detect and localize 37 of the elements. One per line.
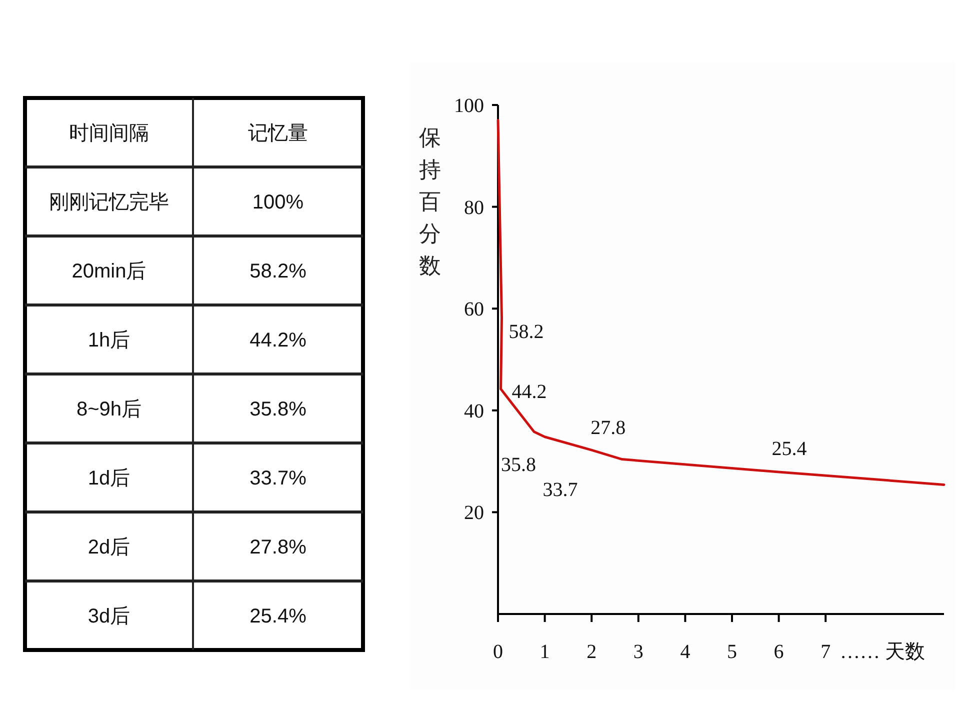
x-tick-label: 6 bbox=[774, 641, 784, 663]
text: 44.2% bbox=[250, 330, 306, 352]
x-axis-title: …… 天数 bbox=[840, 641, 925, 663]
y-tick-label: 40 bbox=[464, 400, 484, 422]
text: 100% bbox=[252, 192, 304, 214]
category-label: 20min后 bbox=[72, 260, 146, 282]
category-label: 3d后 bbox=[88, 606, 130, 628]
text: 25.4% bbox=[250, 606, 306, 628]
x-tick-label: 2 bbox=[586, 641, 597, 663]
category-label: 1d后 bbox=[88, 468, 130, 490]
annotation: 25.4 bbox=[772, 438, 807, 460]
annotation: 58.2 bbox=[508, 320, 544, 343]
text: 58.2% bbox=[250, 260, 306, 282]
y-tick-label: 80 bbox=[464, 196, 484, 219]
x-tick-label: 0 bbox=[493, 641, 503, 663]
text: 35.8% bbox=[250, 398, 306, 420]
text: 33.7% bbox=[250, 468, 306, 490]
y-tick-label: 100 bbox=[454, 95, 484, 117]
text: 27.8% bbox=[250, 536, 306, 558]
annotation: 27.8 bbox=[590, 417, 626, 440]
y-tick-label: 60 bbox=[464, 298, 484, 321]
text: 记忆量 bbox=[248, 122, 308, 144]
y-axis-title: 保持百分数 bbox=[419, 125, 441, 278]
x-tick-label: 4 bbox=[680, 641, 690, 663]
category-label: 刚刚记忆完毕 bbox=[49, 190, 169, 214]
category-label: 1h后 bbox=[88, 330, 130, 352]
annotation: 33.7 bbox=[542, 478, 578, 501]
annotation: 35.8 bbox=[501, 454, 536, 476]
x-tick-label: 7 bbox=[820, 641, 831, 663]
category-label: 8~9h后 bbox=[76, 398, 142, 420]
category-label: 2d后 bbox=[88, 536, 130, 558]
x-tick-label: 5 bbox=[727, 641, 737, 663]
text: 时间间隔 bbox=[69, 122, 149, 144]
y-tick-label: 20 bbox=[464, 502, 484, 524]
x-tick-label: 1 bbox=[540, 641, 550, 663]
annotation: 44.2 bbox=[512, 381, 547, 404]
x-tick-label: 3 bbox=[633, 641, 644, 663]
